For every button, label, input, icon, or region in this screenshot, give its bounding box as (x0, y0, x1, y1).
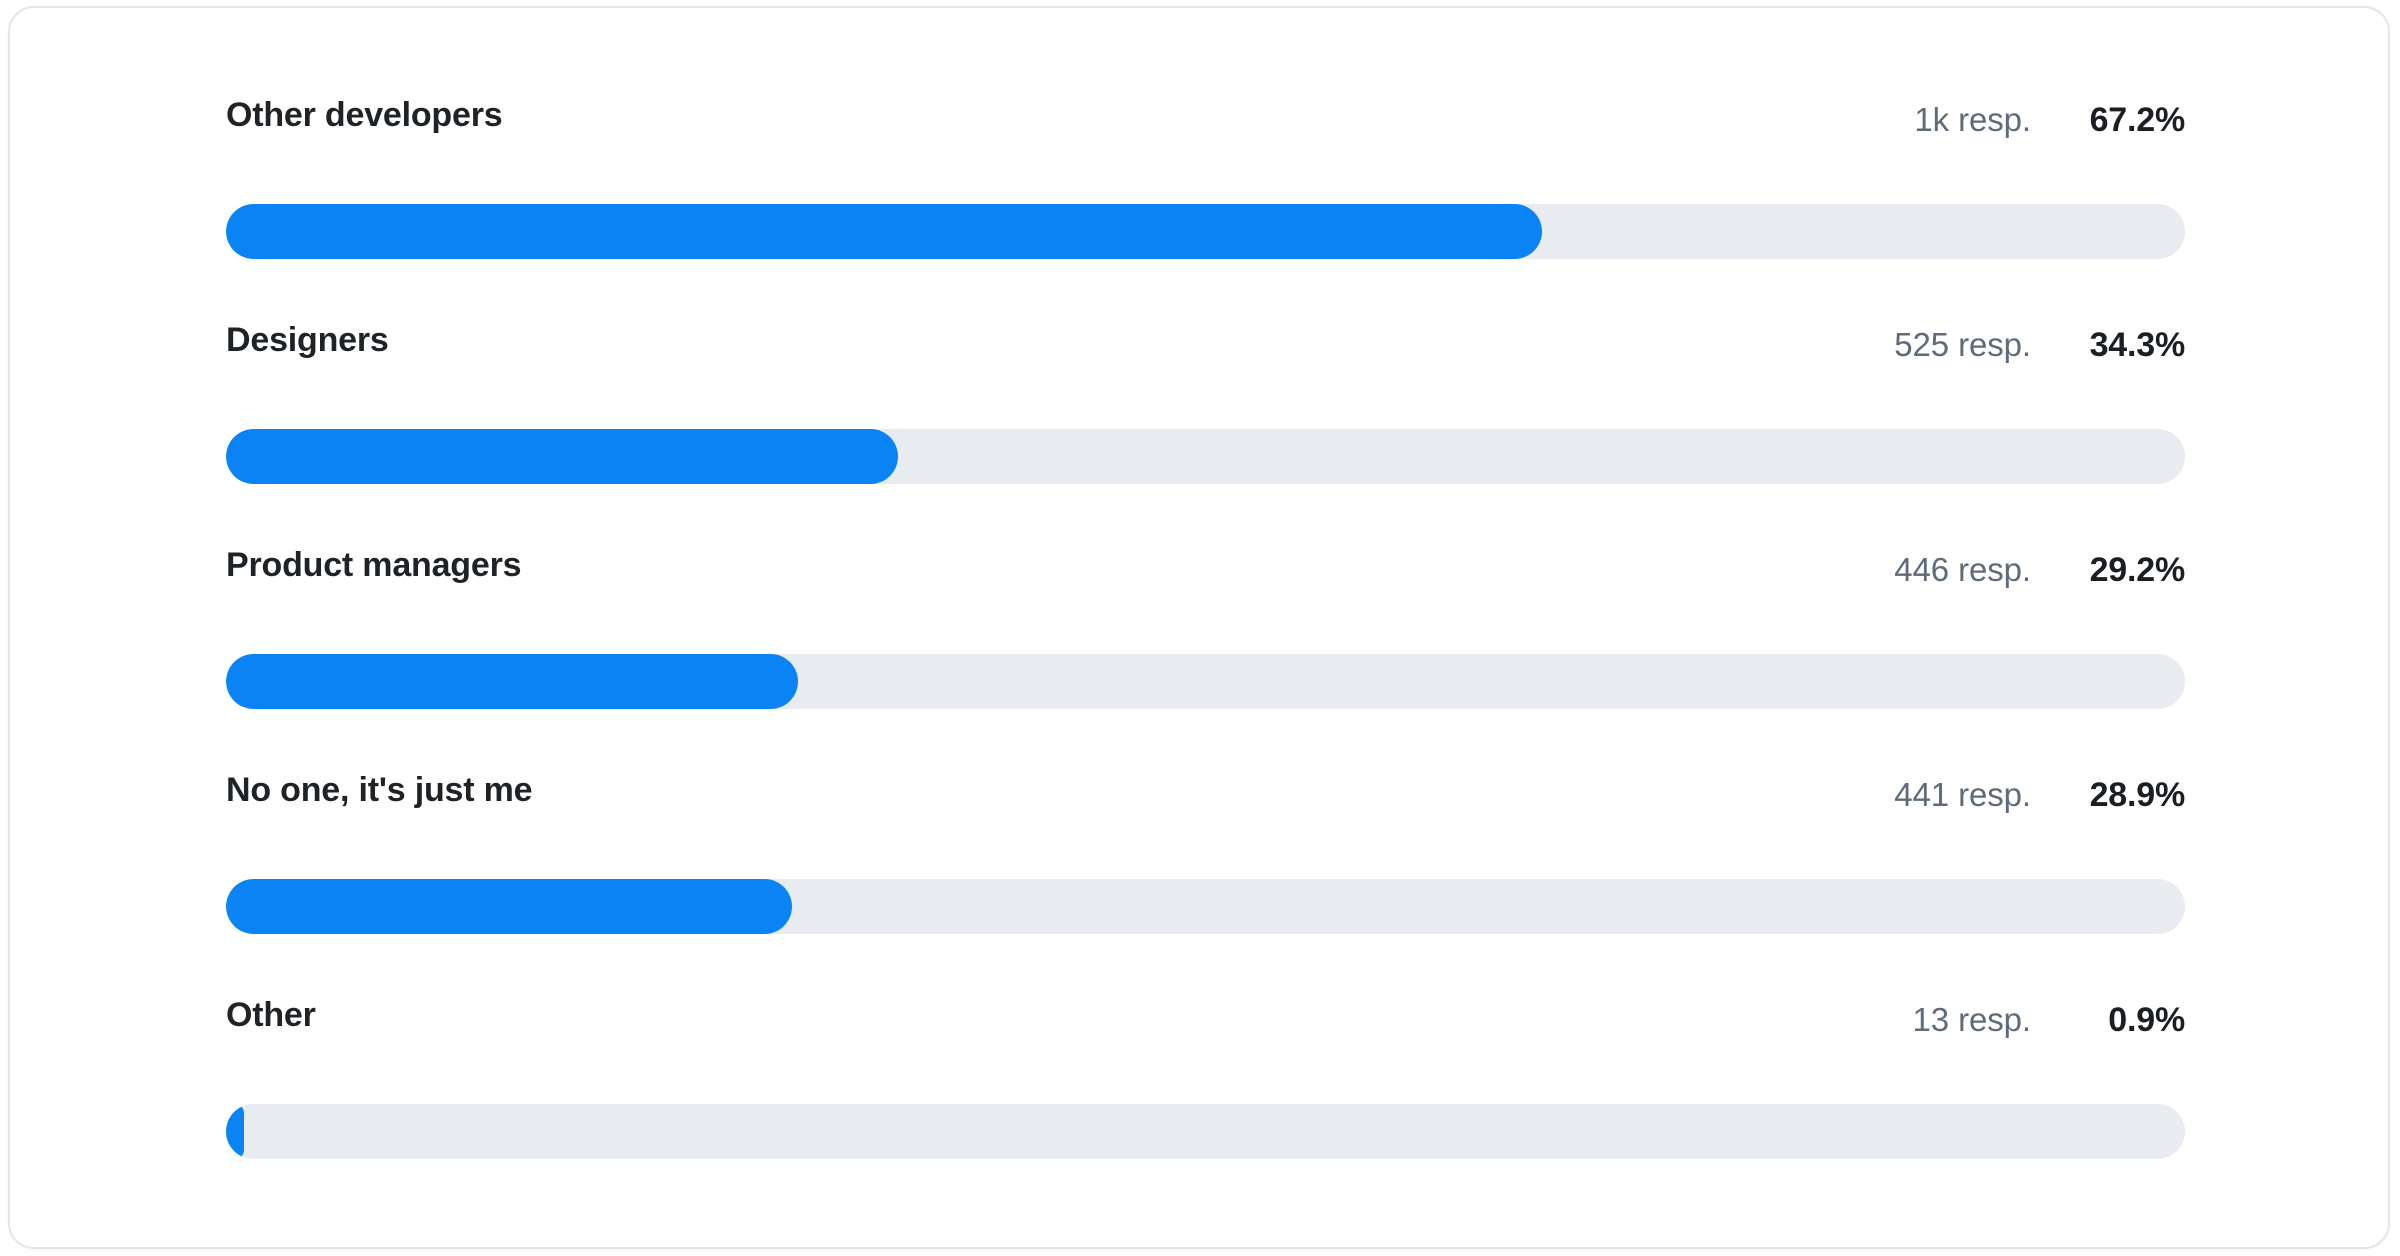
percentage-value: 0.9% (2108, 1001, 2185, 1039)
option-label: Designers (226, 321, 389, 359)
percentage-value: 67.2% (2089, 101, 2186, 139)
results-list: Other developers 1k resp. 67.2% Designer… (226, 96, 2185, 1221)
progress-track (226, 204, 2185, 259)
progress-fill (226, 654, 799, 709)
percentage-value: 34.3% (2089, 326, 2186, 364)
progress-fill (226, 204, 1543, 259)
results-card: Other developers 1k resp. 67.2% Designer… (8, 6, 2390, 1249)
response-count: 441 resp. (1894, 776, 2031, 813)
progress-track (226, 429, 2185, 484)
row-header: No one, it's just me 441 resp. 28.9% (226, 771, 2185, 815)
progress-track (226, 1104, 2185, 1159)
option-label: No one, it's just me (226, 771, 533, 809)
row-metrics: 1k resp. 67.2% (1914, 101, 2185, 140)
row-header: Other 13 resp. 0.9% (226, 996, 2185, 1040)
progress-track (226, 879, 2185, 934)
response-count: 446 resp. (1894, 551, 2031, 588)
list-item[interactable]: Product managers 446 resp. 29.2% (226, 546, 2185, 771)
option-label: Product managers (226, 546, 522, 584)
percentage-value: 28.9% (2089, 776, 2186, 814)
row-metrics: 446 resp. 29.2% (1894, 551, 2185, 590)
option-label: Other (226, 996, 316, 1034)
row-header: Other developers 1k resp. 67.2% (226, 96, 2185, 140)
response-count: 525 resp. (1894, 326, 2031, 363)
list-item[interactable]: Designers 525 resp. 34.3% (226, 321, 2185, 546)
progress-fill (226, 429, 898, 484)
row-metrics: 525 resp. 34.3% (1894, 326, 2185, 365)
response-count: 1k resp. (1914, 101, 2031, 138)
progress-track (226, 654, 2185, 709)
list-item[interactable]: No one, it's just me 441 resp. 28.9% (226, 771, 2185, 996)
row-header: Product managers 446 resp. 29.2% (226, 546, 2185, 590)
list-item[interactable]: Other 13 resp. 0.9% (226, 996, 2185, 1221)
list-item[interactable]: Other developers 1k resp. 67.2% (226, 96, 2185, 321)
progress-fill (226, 879, 793, 934)
response-count: 13 resp. (1912, 1001, 2032, 1038)
row-metrics: 13 resp. 0.9% (1912, 1001, 2186, 1040)
progress-fill (226, 1104, 244, 1159)
row-metrics: 441 resp. 28.9% (1894, 776, 2185, 815)
percentage-value: 29.2% (2089, 551, 2186, 589)
row-header: Designers 525 resp. 34.3% (226, 321, 2185, 365)
option-label: Other developers (226, 96, 503, 134)
